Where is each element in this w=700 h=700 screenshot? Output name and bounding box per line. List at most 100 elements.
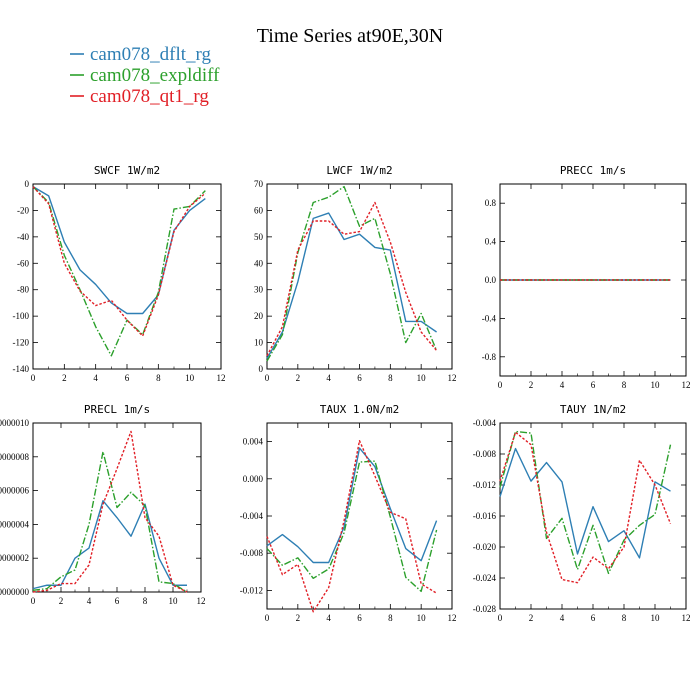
series-line — [266, 439, 437, 613]
x-tick-label: 8 — [388, 373, 393, 383]
x-tick-label: 0 — [31, 373, 36, 383]
y-tick-label: -0.8 — [482, 352, 497, 362]
x-tick-label: 2 — [529, 613, 534, 623]
x-tick-label: 2 — [296, 613, 301, 623]
x-tick-label: 0 — [31, 596, 36, 606]
series-line — [266, 212, 437, 359]
chart-panel: TAUX 1.0N/m2 0 2 4 6 8 10 12 -0.012 -0.008 -0.004 0… — [240, 403, 457, 623]
y-tick-label: 0.00000008 — [0, 452, 30, 462]
x-tick-label: 8 — [143, 596, 148, 606]
series-line — [32, 186, 206, 357]
y-tick-label: 0.004 — [243, 437, 264, 447]
y-tick-label: 70 — [254, 179, 264, 189]
x-tick-label: 2 — [296, 373, 301, 383]
x-tick-label: 0 — [498, 380, 503, 390]
y-tick-label: -0.004 — [473, 418, 497, 428]
x-tick-label: 0 — [265, 613, 270, 623]
y-tick-label: -60 — [17, 258, 29, 268]
y-tick-label: -0.012 — [240, 585, 263, 595]
x-tick-label: 0 — [498, 613, 503, 623]
x-tick-label: 12 — [448, 613, 457, 623]
y-tick-label: -0.008 — [473, 449, 497, 459]
x-tick-label: 0 — [265, 373, 270, 383]
panel-title: TAUX 1.0N/m2 — [320, 403, 399, 416]
legend-entry: cam078_expldiff — [90, 65, 220, 86]
x-tick-label: 2 — [529, 380, 534, 390]
y-tick-label: 30 — [254, 285, 264, 295]
x-tick-label: 2 — [59, 596, 64, 606]
panel-title: PRECC 1m/s — [560, 164, 626, 177]
x-tick-label: 8 — [622, 613, 627, 623]
plot-frame — [32, 183, 222, 370]
x-tick-label: 12 — [197, 596, 206, 606]
y-tick-label: -0.016 — [473, 511, 497, 521]
y-tick-label: 10 — [254, 338, 264, 348]
x-tick-label: 12 — [682, 380, 691, 390]
y-tick-label: 40 — [254, 258, 264, 268]
y-tick-label: 0.4 — [485, 237, 497, 247]
y-tick-label: -0.4 — [482, 313, 497, 323]
y-tick-label: 0.0 — [485, 275, 497, 285]
x-tick-label: 8 — [388, 613, 393, 623]
x-tick-label: 4 — [560, 613, 565, 623]
y-tick-label: -80 — [17, 285, 29, 295]
legend-entry: cam078_qt1_rg — [90, 86, 209, 107]
y-tick-label: 0.00000006 — [0, 486, 30, 496]
x-tick-label: 6 — [591, 380, 596, 390]
y-tick-label: 60 — [254, 205, 264, 215]
panels: SWCF 1W/m2 0 2 4 6 8 10 12 -140 -120 -100 -80 -60 -40… — [0, 164, 691, 623]
y-tick-label: 20 — [254, 311, 264, 321]
chart-panel: PRECC 1m/s 0 2 4 6 8 10 12 -0.8 -0.4 0.0 0.4 0.8 — [482, 164, 691, 390]
series-line — [32, 186, 206, 337]
y-tick-label: 0 — [25, 179, 30, 189]
y-tick-label: -0.028 — [473, 604, 497, 614]
chart-panel: SWCF 1W/m2 0 2 4 6 8 10 12 -140 -120 -100 -80 -60 -40… — [13, 164, 226, 383]
x-tick-label: 4 — [93, 373, 98, 383]
x-tick-label: 8 — [156, 373, 161, 383]
plot-frame — [499, 422, 687, 610]
x-tick-label: 12 — [448, 373, 457, 383]
x-tick-label: 4 — [326, 613, 331, 623]
series-line — [32, 186, 206, 315]
x-tick-label: 10 — [651, 380, 661, 390]
x-tick-label: 12 — [217, 373, 226, 383]
y-tick-label: -120 — [13, 338, 30, 348]
x-tick-label: 6 — [125, 373, 130, 383]
y-tick-label: -20 — [17, 205, 29, 215]
panel-title: PRECL 1m/s — [84, 403, 150, 416]
y-tick-label: 0.00000004 — [0, 519, 30, 529]
series-line — [499, 447, 671, 559]
x-tick-label: 2 — [62, 373, 67, 383]
y-tick-label: 0.00000010 — [0, 418, 30, 428]
series-line — [32, 430, 188, 593]
chart-panel: TAUY 1N/m2 0 2 4 6 8 10 12 -0.028 -0.024 -0.020 -0.… — [473, 403, 691, 623]
y-tick-label: 0.8 — [485, 198, 497, 208]
y-tick-label: -0.004 — [240, 511, 264, 521]
series-line — [266, 460, 438, 593]
x-tick-label: 10 — [417, 373, 427, 383]
x-tick-label: 10 — [169, 596, 179, 606]
y-tick-label: -40 — [17, 232, 29, 242]
x-tick-label: 10 — [651, 613, 661, 623]
x-tick-label: 4 — [560, 380, 565, 390]
y-tick-label: 0.000 — [243, 474, 264, 484]
x-tick-label: 10 — [185, 373, 195, 383]
series-line — [499, 431, 672, 584]
series-line — [32, 500, 187, 590]
y-tick-label: -140 — [13, 364, 30, 374]
y-tick-label: -0.024 — [473, 573, 497, 583]
series-line — [32, 451, 188, 593]
y-tick-label: 50 — [254, 232, 264, 242]
y-tick-label: -0.012 — [473, 480, 496, 490]
x-tick-label: 8 — [622, 380, 627, 390]
y-tick-label: -100 — [13, 311, 30, 321]
series-line — [266, 447, 438, 564]
x-tick-label: 6 — [357, 613, 362, 623]
x-tick-label: 10 — [417, 613, 427, 623]
y-tick-label: -0.020 — [473, 542, 497, 552]
legend: cam078_dflt_rgcam078_expldiffcam078_qt1_… — [70, 44, 220, 107]
